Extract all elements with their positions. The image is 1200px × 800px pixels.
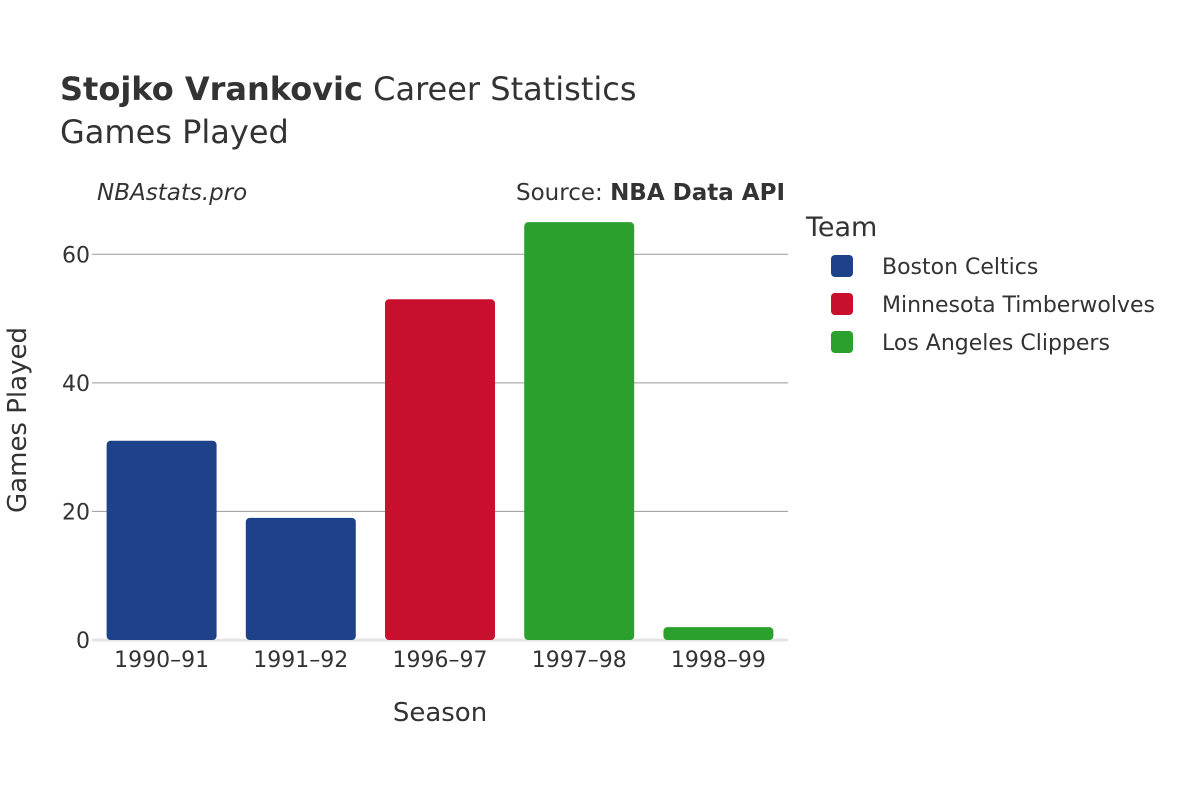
x-tick-label: 1996–97	[393, 648, 488, 673]
bars	[106, 222, 774, 640]
chart-title-player: Stojko Vrankovic	[60, 70, 363, 108]
chart-title: Stojko Vrankovic Career Statistics	[60, 70, 637, 108]
chart-subtitle: Games Played	[60, 113, 289, 151]
x-tick-label: 1991–92	[253, 648, 348, 673]
legend-item-label: Minnesota Timberwolves	[882, 293, 1155, 318]
y-tick-label: 0	[76, 629, 90, 654]
bar-1996–97[interactable]	[385, 299, 495, 640]
x-axis-title: Season	[393, 698, 487, 728]
bar-1998–99[interactable]	[663, 627, 774, 640]
source-prefix: Source:	[516, 180, 610, 206]
legend-item-label: Boston Celtics	[882, 255, 1038, 280]
source-credit: Source: NBA Data API	[516, 180, 785, 206]
y-tick-labels: 0 20 40 60	[62, 243, 90, 654]
x-tick-label: 1998–99	[671, 648, 766, 673]
y-axis-title: Games Played	[3, 327, 33, 513]
y-tick-label: 20	[62, 500, 90, 525]
source-name: NBA Data API	[610, 180, 785, 206]
legend-swatch	[831, 331, 853, 353]
legend-swatch	[831, 255, 853, 277]
chart-title-rest: Career Statistics	[363, 70, 637, 108]
bar-1991–92[interactable]	[245, 517, 356, 640]
x-tick-label: 1990–91	[114, 648, 209, 673]
x-tick-label: 1997–98	[532, 648, 627, 673]
watermark: NBAstats.pro	[97, 180, 247, 206]
legend-title: Team	[805, 212, 877, 243]
x-tick-labels: 1990–91 1991–92 1996–97 1997–98 1998–99	[114, 648, 766, 673]
bar-1990–91[interactable]	[106, 440, 217, 640]
legend: Team Boston Celtics Minnesota Timberwolve…	[805, 212, 1155, 356]
legend-swatch	[831, 293, 853, 315]
y-tick-label: 40	[62, 372, 90, 397]
legend-item-label: Los Angeles Clippers	[882, 331, 1110, 356]
bar-1997–98[interactable]	[524, 222, 635, 640]
y-tick-label: 60	[62, 243, 90, 268]
